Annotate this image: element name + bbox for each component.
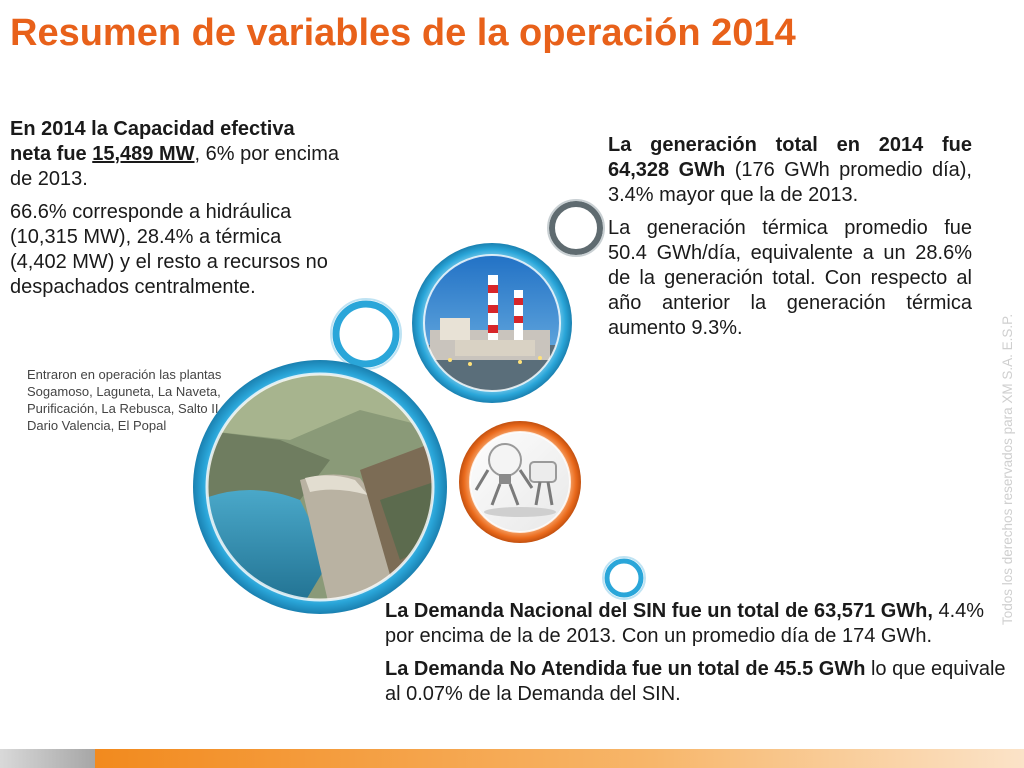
page-title: Resumen de variables de la operación 201… [10, 12, 796, 54]
generation-total: La generación total en 2014 fue 64,328 G… [608, 134, 972, 181]
capacity-summary: En 2014 la Capacidad efectiva neta fue 1… [10, 117, 340, 308]
capacity-paragraph: En 2014 la Capacidad efectiva neta fue 1… [10, 117, 340, 192]
footer-bar [0, 749, 1024, 768]
new-plants-caption: Entraron en operación las plantas Sogamo… [27, 367, 223, 433]
demand-detail: 4.4% por encima de la de 2013. Con un pr… [385, 600, 985, 647]
footer-gray-segment [0, 749, 95, 768]
generation-summary: La generación total en 2014 fue 64,328 G… [608, 133, 972, 349]
small-ring-top [547, 199, 605, 257]
capacity-value: 15,489 MW [92, 143, 195, 165]
capacity-change: , 6% por encima de 2013. [10, 143, 340, 190]
dam-photo-circle [193, 360, 447, 614]
unserved-demand-paragraph: La Demanda No Atendida fue un total de 4… [385, 657, 1015, 707]
footer-orange-segment [95, 749, 1024, 768]
plant-photo-circle [412, 243, 572, 403]
unserved-demand-total: La Demanda No Atendida fue un total de 4… [385, 658, 866, 680]
small-ring-left [330, 298, 402, 370]
thermal-generation-paragraph: La generación térmica promedio fue 50.4 … [608, 217, 972, 339]
capacity-intro: En 2014 la Capacidad efectiva neta fue [10, 118, 295, 165]
demand-total: La Demanda Nacional del SIN fue un total… [385, 600, 933, 622]
generation-paragraph: La generación total en 2014 fue 64,328 G… [608, 133, 972, 208]
demand-summary: La Demanda Nacional del SIN fue un total… [385, 599, 1015, 715]
small-ring-bottom [602, 556, 646, 600]
demand-paragraph: La Demanda Nacional del SIN fue un total… [385, 599, 1015, 649]
unserved-demand-detail: lo que equivale al 0.07% de la Demanda d… [385, 658, 1006, 705]
bulb-photo-circle [459, 421, 581, 543]
generation-detail: (176 GWh promedio día), 3.4% mayor que l… [608, 159, 972, 206]
capacity-breakdown: 66.6% corresponde a hidráulica (10,315 M… [10, 201, 328, 298]
